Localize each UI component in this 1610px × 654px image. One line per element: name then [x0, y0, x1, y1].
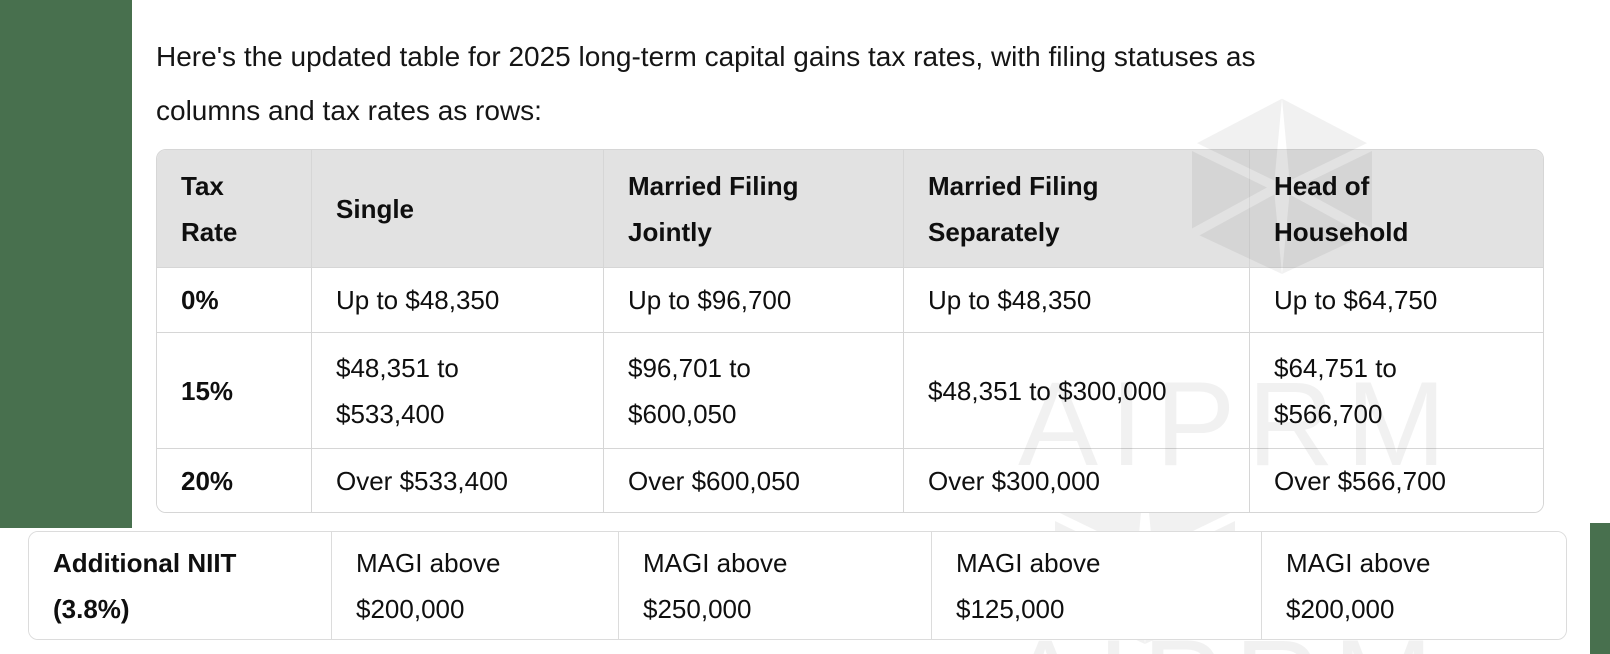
- capital-gains-table: Tax Rate Single Married Filing Jointly M…: [156, 149, 1544, 513]
- header-cell-single: Single: [311, 150, 603, 267]
- intro-line-1: Here's the updated table for 2025 long-t…: [156, 41, 1256, 72]
- table-cell: Up to $48,350: [903, 267, 1249, 332]
- table-cell: Up to $64,750: [1249, 267, 1543, 332]
- table-cell: Over $533,400: [311, 448, 603, 512]
- niit-cell: MAGI above $125,000: [931, 532, 1261, 639]
- table-cell: Up to $96,700: [603, 267, 903, 332]
- header-cell-mfj: Married Filing Jointly: [603, 150, 903, 267]
- header-cell-hoh: Head of Household: [1249, 150, 1543, 267]
- niit-cell: MAGI above $200,000: [1261, 532, 1566, 639]
- niit-cell-label: Additional NIIT (3.8%): [29, 532, 331, 639]
- table-cell-rate-15: 15%: [157, 332, 311, 448]
- table-cell: $48,351 to $300,000: [903, 332, 1249, 448]
- intro-line-2: columns and tax rates as rows:: [156, 95, 542, 126]
- table-cell-rate-20: 20%: [157, 448, 311, 512]
- table-cell: Over $566,700: [1249, 448, 1543, 512]
- niit-cell: MAGI above $250,000: [618, 532, 931, 639]
- table-cell: $96,701 to $600,050: [603, 332, 903, 448]
- table-cell-rate-0: 0%: [157, 267, 311, 332]
- table-cell: Up to $48,350: [311, 267, 603, 332]
- table-cell: Over $600,050: [603, 448, 903, 512]
- sidebar-left-panel: [0, 0, 132, 528]
- niit-row-card: Additional NIIT (3.8%) MAGI above $200,0…: [28, 531, 1567, 640]
- table-cell: $48,351 to $533,400: [311, 332, 603, 448]
- table-cell: Over $300,000: [903, 448, 1249, 512]
- sidebar-right-sliver: [1590, 523, 1610, 654]
- header-cell-mfs: Married Filing Separately: [903, 150, 1249, 267]
- header-cell-tax-rate: Tax Rate: [157, 150, 311, 267]
- assistant-message-intro: Here's the updated table for 2025 long-t…: [156, 30, 1556, 138]
- table-cell: $64,751 to $566,700: [1249, 332, 1543, 448]
- niit-cell: MAGI above $200,000: [331, 532, 618, 639]
